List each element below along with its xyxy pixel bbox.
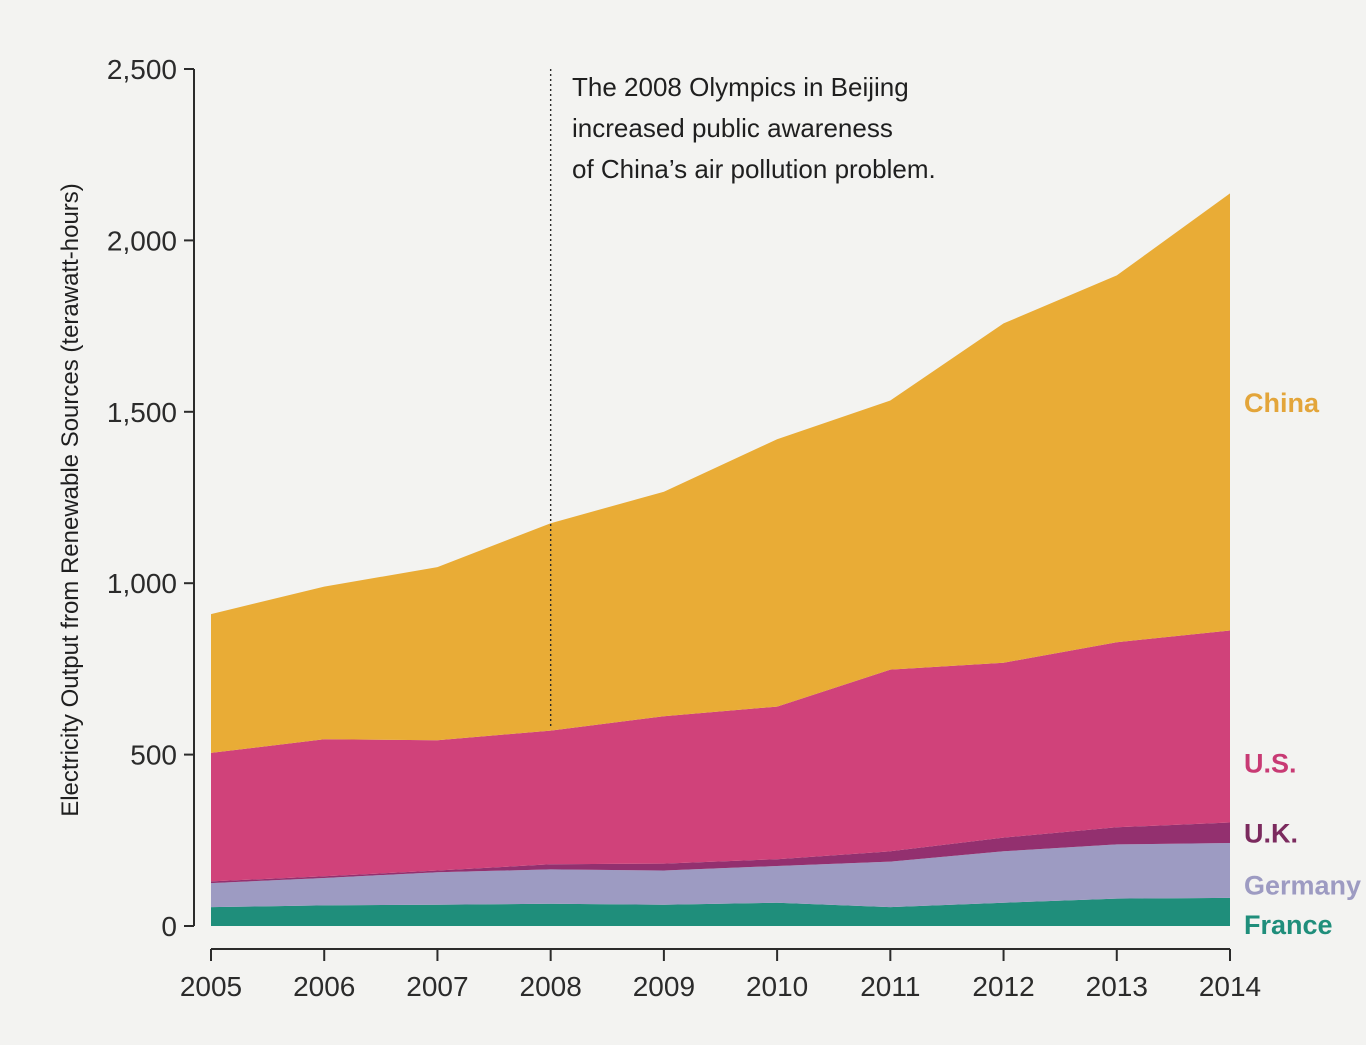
x-tick-label: 2008 — [520, 971, 582, 1002]
x-tick-label: 2009 — [633, 971, 695, 1002]
x-tick-label: 2007 — [406, 971, 468, 1002]
y-tick-label: 1,500 — [107, 397, 177, 428]
y-tick-label: 2,000 — [107, 225, 177, 256]
x-tick-label: 2014 — [1199, 971, 1261, 1002]
area-france — [211, 897, 1230, 926]
x-tick-label: 2011 — [860, 971, 920, 1002]
x-tick-label: 2013 — [1086, 971, 1148, 1002]
annotation-line-3: of China’s air pollution problem. — [572, 154, 936, 184]
x-tick-label: 2006 — [293, 971, 355, 1002]
labels-layer: France Germany U.K. U.S. China — [1244, 388, 1361, 940]
series-label-germany: Germany — [1244, 870, 1361, 900]
area-germany — [211, 843, 1230, 908]
axes-layer: 0 500 1,000 1,500 2,000 2,500 2005 2006 2007 2008… — [107, 54, 1261, 1002]
x-tick-label: 2010 — [746, 971, 808, 1002]
x-tick-label: 2005 — [180, 971, 242, 1002]
areas-layer — [211, 193, 1230, 926]
y-tick-label: 0 — [161, 911, 177, 942]
y-tick-label: 500 — [130, 740, 177, 771]
x-tick-label: 2012 — [972, 971, 1034, 1002]
series-label-china: China — [1244, 388, 1320, 418]
annotation-line-2: increased public awareness — [572, 113, 893, 143]
annotation-line-1: The 2008 Olympics in Beijing — [572, 72, 909, 102]
y-axis-title: Electricity Output from Renewable Source… — [57, 183, 84, 817]
y-tick-label: 2,500 — [107, 54, 177, 85]
y-tick-label: 1,000 — [107, 568, 177, 599]
area-china — [211, 193, 1230, 753]
series-label-u-s: U.S. — [1244, 748, 1297, 778]
series-label-france: France — [1244, 910, 1333, 940]
series-label-u-k: U.K. — [1244, 818, 1298, 848]
area-u-s — [211, 630, 1230, 882]
olympics-annotation: The 2008 Olympics in Beijing increased p… — [572, 72, 936, 184]
area-u-k — [211, 822, 1230, 884]
